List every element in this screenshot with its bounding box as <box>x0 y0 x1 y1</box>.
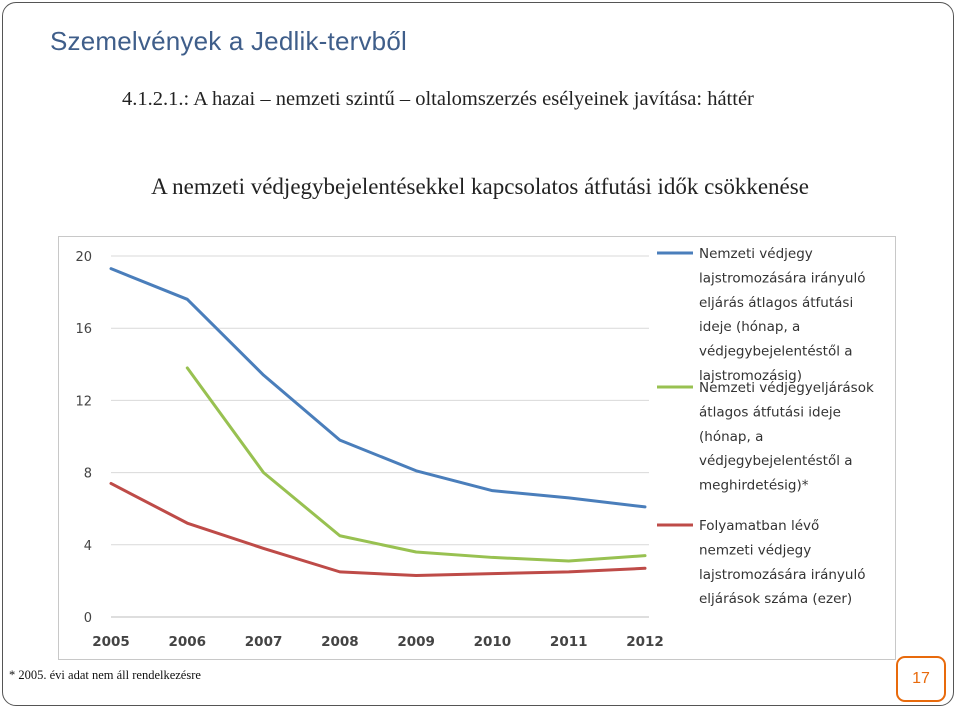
legend-label-3: nemzeti védjegy <box>699 542 811 558</box>
x-tick-label: 2011 <box>550 634 588 650</box>
legend-label-2: (hónap, a <box>699 429 763 445</box>
legend-label-2: meghirdetésig)* <box>699 478 809 494</box>
legend-label-3: lajstromozására irányuló <box>699 567 866 583</box>
series-line-3 <box>109 481 647 577</box>
footnote: * 2005. évi adat nem áll rendelkezésre <box>9 668 201 682</box>
x-tick-label: 2009 <box>397 634 435 650</box>
x-tick-label: 2006 <box>168 634 206 650</box>
x-tick-label: 2010 <box>474 634 512 650</box>
chart-area: 0 4 8 12 16 20 2005 2006 2007 2008 2009 2010 2011 201… <box>58 236 896 660</box>
y-tick-label: 16 <box>75 322 92 337</box>
y-tick-label: 12 <box>75 394 92 409</box>
legend-label-3: eljárások száma (ezer) <box>699 591 852 607</box>
legend-label-3: Folyamatban lévő <box>699 518 819 534</box>
y-tick-label: 8 <box>84 467 92 482</box>
series-line-2 <box>185 366 647 563</box>
line-chart: 0 4 8 12 16 20 2005 2006 2007 2008 2009 2010 2011 201… <box>75 246 874 650</box>
legend-label-1: lajstromozására irányuló <box>699 270 866 286</box>
slide-title: Szemelvények a Jedlik-tervből <box>50 26 407 56</box>
y-tick-label: 0 <box>84 611 92 626</box>
section-heading: 4.1.2.1.: A hazai – nemzeti szintű – olt… <box>122 88 754 110</box>
y-tick-label: 20 <box>75 250 92 265</box>
legend-label-1: eljárás átlagos átfutási <box>699 295 853 311</box>
page-number-badge: 17 <box>896 656 946 702</box>
legend-label-2: Nemzeti védjegyeljárások <box>699 380 874 396</box>
x-tick-label: 2007 <box>245 634 283 650</box>
legend-label-1: védjegybejelentéstől a <box>699 344 853 360</box>
x-tick-label: 2005 <box>92 634 130 650</box>
x-tick-label: 2012 <box>626 634 664 650</box>
y-tick-label: 4 <box>84 539 92 554</box>
legend-label-2: átlagos átfutási ideje <box>699 404 841 420</box>
legend-label-1: lajstromozásig) <box>699 368 802 384</box>
chart-heading: A nemzeti védjegybejelentésekkel kapcsol… <box>151 174 809 199</box>
legend-label-1: Nemzeti védjegy <box>699 246 813 262</box>
series-line-1 <box>109 267 647 509</box>
legend-label-2: védjegybejelentéstől a <box>699 453 853 469</box>
legend-label-1: ideje (hónap, a <box>699 319 800 335</box>
x-tick-label: 2008 <box>321 634 359 650</box>
